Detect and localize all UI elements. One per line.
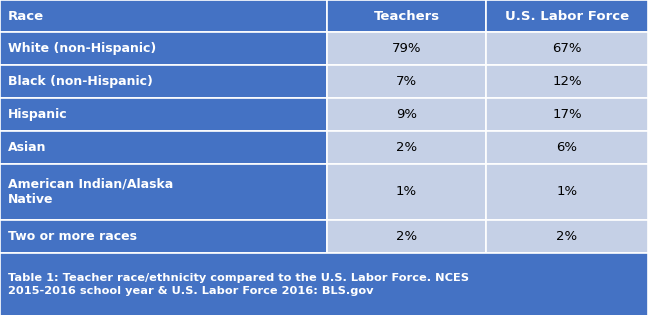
Text: Black (non-Hispanic): Black (non-Hispanic) — [8, 75, 153, 88]
Text: 1%: 1% — [557, 186, 577, 198]
Text: Asian: Asian — [8, 141, 46, 154]
Text: 67%: 67% — [552, 42, 582, 55]
Bar — [327, 98, 486, 131]
Bar — [0, 0, 327, 32]
Text: 12%: 12% — [552, 75, 582, 88]
Bar — [0, 164, 327, 220]
Bar — [327, 220, 486, 253]
Text: Hispanic: Hispanic — [8, 108, 67, 121]
Bar — [327, 65, 486, 98]
Text: 6%: 6% — [557, 141, 577, 154]
Bar — [0, 253, 648, 315]
Text: Table 1: Teacher race/ethnicity compared to the U.S. Labor Force. NCES
2015-2016: Table 1: Teacher race/ethnicity compared… — [8, 273, 469, 296]
Text: Teachers: Teachers — [373, 9, 440, 22]
Text: 1%: 1% — [396, 186, 417, 198]
Bar — [486, 220, 648, 253]
Bar — [327, 131, 486, 164]
Bar — [0, 98, 327, 131]
Text: 2%: 2% — [396, 141, 417, 154]
Bar — [486, 98, 648, 131]
Bar — [327, 0, 486, 32]
Bar — [486, 32, 648, 65]
Bar — [0, 220, 327, 253]
Text: Two or more races: Two or more races — [8, 230, 137, 243]
Bar — [0, 32, 327, 65]
Text: 7%: 7% — [396, 75, 417, 88]
Text: 17%: 17% — [552, 108, 582, 121]
Text: 2%: 2% — [557, 230, 577, 243]
Text: American Indian/Alaska
Native: American Indian/Alaska Native — [8, 177, 173, 207]
Bar — [486, 65, 648, 98]
Text: Race: Race — [8, 9, 44, 22]
Bar — [0, 65, 327, 98]
Bar — [327, 32, 486, 65]
Text: U.S. Labor Force: U.S. Labor Force — [505, 9, 629, 22]
Bar — [0, 131, 327, 164]
Text: 79%: 79% — [392, 42, 421, 55]
Bar — [486, 0, 648, 32]
Text: 2%: 2% — [396, 230, 417, 243]
Bar — [327, 164, 486, 220]
Text: 9%: 9% — [396, 108, 417, 121]
Bar — [486, 164, 648, 220]
Bar — [486, 131, 648, 164]
Text: White (non-Hispanic): White (non-Hispanic) — [8, 42, 156, 55]
